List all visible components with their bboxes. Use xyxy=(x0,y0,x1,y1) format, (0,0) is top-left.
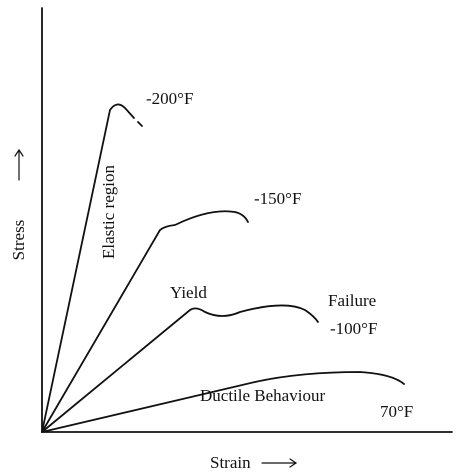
yield-label: Yield xyxy=(170,283,207,302)
failure-label: Failure xyxy=(328,291,376,310)
curve-label: -100°F xyxy=(330,319,377,338)
curve-label: 70°F xyxy=(380,402,413,421)
curve-label: -200°F xyxy=(146,89,193,108)
elastic-label: Elastic region xyxy=(99,165,118,259)
curve-label: -150°F xyxy=(254,189,301,208)
ductile-label: Ductile Behaviour xyxy=(200,386,325,405)
curve-minus-200-end xyxy=(137,121,143,127)
x-arrowhead xyxy=(289,458,298,468)
curve-minus-100 xyxy=(41,304,319,433)
curve-minus-200 xyxy=(41,103,135,433)
curve-70 xyxy=(41,371,405,433)
y-arrowhead xyxy=(14,148,24,157)
x-axis-label: Strain xyxy=(210,453,251,472)
curve-minus-150 xyxy=(41,210,249,433)
y-axis-label: Stress xyxy=(9,220,28,261)
